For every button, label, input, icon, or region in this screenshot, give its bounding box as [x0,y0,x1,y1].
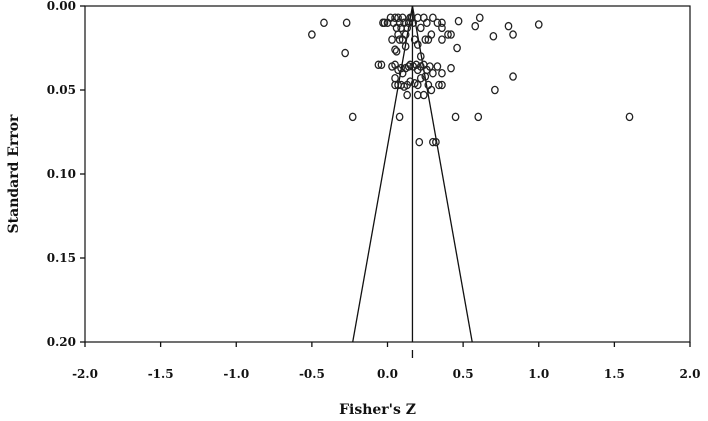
x-tick-label: -1.5 [148,367,174,381]
data-point [422,18,431,28]
data-point [391,13,399,23]
data-point [427,85,436,95]
data-point [394,13,402,23]
data-point [413,40,422,49]
data-point [451,112,460,122]
data-point [433,62,442,71]
x-tick-label: 2.0 [680,367,701,381]
data-point [471,21,480,31]
data-point [320,18,328,28]
data-point [429,68,437,78]
data-point [444,30,452,39]
y-tick-label: 0.05 [47,83,76,97]
data-point [341,48,349,58]
data-point [453,43,461,53]
data-point [509,72,517,81]
data-point [416,52,425,61]
data-point [474,112,483,122]
funnel-line-left [352,5,414,343]
data-point [438,35,446,44]
data-point [388,35,396,44]
x-tick-label: -2.0 [72,367,98,381]
data-point [447,30,455,39]
data-point [438,18,446,28]
data-point [625,112,634,122]
data-point [489,31,498,41]
data-point [432,137,440,147]
plot-frame [84,5,691,343]
data-point [429,13,437,23]
data-point [429,137,437,147]
data-point [416,73,425,83]
data-point [308,30,316,39]
data-point [504,21,513,31]
x-tick-label: 1.5 [604,367,625,381]
data-point [403,23,412,33]
x-tick-label: -0.5 [299,367,325,381]
plot-area: 0.00 0.05 0.10 0.15 0.20 -2.0 -1.5 -1.0 -0.5 0.0 0… [6,0,700,418]
y-tick-label: 0.15 [47,251,76,265]
data-point [380,18,389,28]
data-point [342,18,351,28]
data-point [421,72,430,81]
data-point [392,47,401,56]
data-point [534,20,543,29]
data-point [438,80,446,90]
data-point [391,45,399,54]
data-point [398,13,407,23]
data-point [509,30,517,39]
y-axis-label: Standard Error [6,114,22,233]
data-point [438,23,446,33]
x-axis-label: Fisher's Z [339,402,416,418]
data-point [447,63,455,73]
data-point [438,68,446,78]
y-tick-label: 0.10 [47,167,76,181]
data-point [425,62,434,71]
data-point [404,62,413,71]
data-point [415,137,424,147]
data-point [397,63,405,73]
data-point [421,35,430,44]
data-point [403,90,412,100]
data-point [433,18,442,28]
data-point [475,13,484,23]
data-point [412,60,421,70]
data-point [435,80,443,90]
data-point [395,112,404,122]
data-point [413,80,422,90]
data-point [416,23,425,33]
x-tick-label: 1.0 [528,367,549,381]
data-point [419,90,428,100]
y-tick-label: 0.20 [47,335,76,349]
data-point [395,35,404,44]
data-point [454,16,463,26]
data-point [409,18,418,28]
data-point [394,30,402,39]
data-point [406,77,415,86]
data-point [398,35,407,44]
data-point [391,73,399,83]
x-tick-label: -1.0 [223,367,249,381]
x-tick-label: 0.0 [377,367,398,381]
data-point [401,42,410,51]
funnel-line-right [411,5,473,343]
data-point [491,85,499,95]
y-tick-label: 0.00 [47,0,76,13]
data-point [348,112,357,122]
data-point [427,30,436,39]
data-point [374,60,383,70]
data-point [377,60,386,70]
x-tick-label: 0.5 [453,367,474,381]
